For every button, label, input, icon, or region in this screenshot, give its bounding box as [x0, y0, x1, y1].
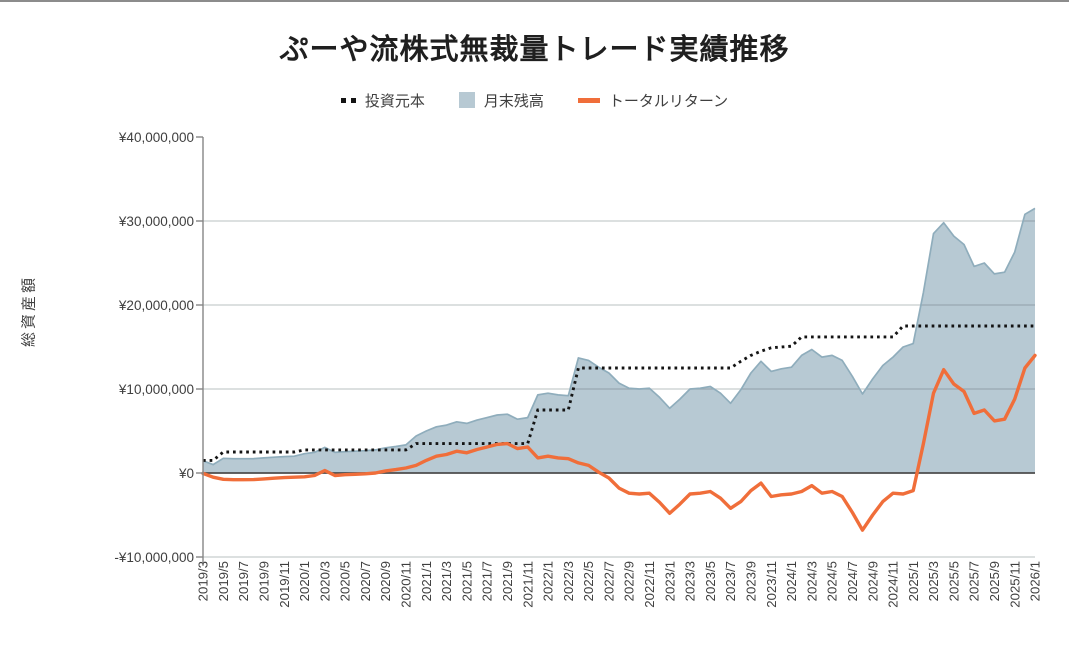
legend-label-principal: 投資元本	[364, 92, 425, 110]
balance-line	[202, 207, 1036, 466]
x-tick-label: 2021/1	[419, 561, 434, 601]
y-tick-label: ¥30,000,000	[118, 214, 194, 229]
x-tick-label: 2020/3	[317, 561, 332, 601]
x-tick-label: 2025/11	[1007, 561, 1022, 608]
y-tick-label: ¥10,000,000	[118, 382, 194, 397]
x-tick-label: 2022/3	[561, 561, 576, 601]
x-tick-label: 2025/9	[987, 561, 1002, 601]
x-tick-label: 2022/5	[581, 561, 596, 601]
x-tick-label: 2024/9	[865, 561, 880, 601]
x-tick-label: 2024/5	[825, 561, 840, 601]
y-tick-label: ¥0	[178, 466, 194, 481]
x-tick-label: 2021/3	[439, 561, 454, 601]
y-tick-label: ¥40,000,000	[118, 130, 194, 145]
y-tick-label: -¥10,000,000	[114, 550, 194, 565]
y-tick-label: ¥20,000,000	[118, 298, 194, 313]
x-tick-label: 2025/5	[946, 561, 961, 601]
x-tick-label: 2019/3	[196, 561, 211, 601]
x-tick-label: 2024/1	[784, 561, 799, 601]
x-tick-label: 2023/9	[744, 561, 759, 601]
x-tick-label: 2021/11	[520, 561, 535, 608]
x-tick-label: 2026/1	[1028, 561, 1043, 601]
x-tick-label: 2019/5	[216, 561, 231, 601]
legend-item-return: トータルリターン	[577, 90, 729, 111]
legend-label-balance: 月末残高	[483, 92, 544, 110]
x-tick-label: 2020/1	[297, 561, 312, 601]
x-tick-label: 2023/5	[703, 561, 718, 601]
x-tick-label: 2022/11	[642, 561, 657, 608]
legend-item-principal: 投資元本	[340, 90, 425, 111]
x-tick-label: 2024/7	[845, 561, 860, 601]
x-tick-label: 2025/1	[906, 561, 921, 601]
x-tick-label: 2020/7	[358, 561, 373, 601]
dotted-line-icon	[340, 97, 356, 103]
x-tick-label: 2022/1	[541, 561, 556, 601]
balance-area	[203, 208, 1035, 473]
legend-label-return: トータルリターン	[608, 92, 729, 110]
x-tick-label: 2021/7	[480, 561, 495, 601]
x-tick-label: 2025/7	[967, 561, 982, 601]
x-tick-label: 2020/11	[399, 561, 414, 608]
x-tick-label: 2024/3	[804, 561, 819, 601]
x-tick-label: 2020/5	[338, 561, 353, 601]
x-tick-label: 2023/1	[662, 561, 677, 601]
x-tick-label: 2021/9	[500, 561, 515, 601]
chart-title: ぷーや流株式無裁量トレード実績推移	[279, 34, 790, 66]
x-tick-label: 2022/7	[601, 561, 616, 601]
x-tick-label: 2023/3	[683, 561, 698, 601]
return-line	[201, 353, 1037, 532]
x-tick-label: 2022/9	[622, 561, 637, 601]
principal-line	[203, 324, 1035, 462]
x-tick-label: 2020/9	[378, 561, 393, 601]
x-tick-label: 2023/11	[764, 561, 779, 608]
line-swatch-icon	[577, 97, 600, 103]
x-tick-label: 2023/7	[723, 561, 738, 601]
x-tick-label: 2025/3	[926, 561, 941, 601]
x-tick-label: 2019/11	[277, 561, 292, 608]
page-top-rule	[0, 0, 1069, 2]
legend-item-balance: 月末残高	[458, 90, 544, 111]
x-tick-label: 2024/11	[886, 561, 901, 608]
x-tick-label: 2019/9	[256, 561, 271, 601]
x-tick-label: 2021/5	[459, 561, 474, 601]
legend: 投資元本 月末残高 トータルリターン	[0, 88, 1069, 112]
x-tick-label: 2019/7	[236, 561, 251, 601]
area-swatch-icon	[458, 92, 475, 108]
